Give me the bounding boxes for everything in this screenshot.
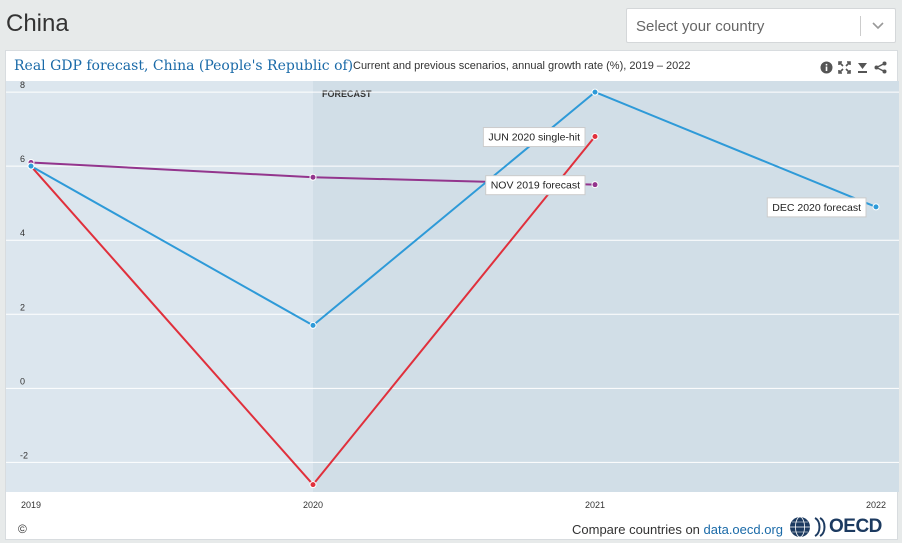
series-label: NOV 2019 forecast — [485, 175, 586, 196]
x-tick-label: 2022 — [866, 500, 886, 510]
history-band — [6, 81, 313, 492]
series-line — [30, 91, 877, 327]
share-icon[interactable] — [874, 61, 887, 74]
data-point — [309, 481, 317, 489]
x-tick-label: 2020 — [303, 500, 323, 510]
series-label-box — [485, 175, 586, 196]
oecd-mark-icon — [814, 517, 826, 537]
data-point — [309, 321, 317, 329]
globe-icon — [790, 516, 810, 538]
y-tick-label: 8 — [20, 80, 25, 90]
forecast-band — [313, 81, 899, 492]
series-label-text: DEC 2020 forecast — [772, 202, 861, 214]
data-point — [27, 162, 35, 170]
compare-countries: Compare countries on data.oecd.org — [572, 522, 783, 537]
data-point — [872, 203, 880, 211]
download-icon[interactable] — [856, 61, 869, 74]
y-tick-label: 2 — [20, 302, 25, 312]
data-point — [591, 133, 599, 141]
y-tick-label: 0 — [20, 376, 25, 386]
compare-text: Compare countries on — [572, 522, 704, 537]
oecd-logo-text: OECD — [829, 516, 882, 537]
page-title: China — [6, 10, 69, 37]
x-tick-label: 2019 — [21, 500, 41, 510]
x-tick-label: 2021 — [585, 500, 605, 510]
chart-toolbar — [820, 61, 887, 75]
series-label-box — [482, 127, 586, 148]
compare-link[interactable]: data.oecd.org — [703, 522, 784, 537]
select-separator — [860, 16, 861, 36]
series-label-box — [766, 197, 867, 218]
chevron-down-icon[interactable] — [867, 15, 889, 37]
series-label: DEC 2020 forecast — [766, 197, 867, 218]
chart-card: Real GDP forecast, China (People's Repub… — [5, 50, 899, 540]
data-point — [309, 173, 317, 181]
series-label-text: NOV 2019 forecast — [491, 180, 580, 192]
data-point — [591, 181, 599, 189]
info-icon[interactable] — [820, 61, 833, 74]
chart-plot: FORECAST 8 6 4 2 0 -2 2019 2020 2021 2022 NOV 2019 … — [6, 80, 899, 510]
oecd-logo[interactable]: OECD — [789, 516, 882, 538]
y-tick-label: 4 — [20, 228, 25, 238]
copyright-symbol: © — [18, 522, 27, 536]
y-tick-label: -2 — [20, 450, 28, 460]
country-select[interactable]: Select your country — [626, 8, 896, 43]
fullscreen-icon[interactable] — [838, 61, 851, 74]
y-tick-label: 6 — [20, 154, 25, 164]
chart-subtitle: Current and previous scenarios, annual g… — [353, 60, 691, 72]
data-point — [591, 88, 599, 96]
chart-title: Real GDP forecast, China (People's Repub… — [14, 58, 354, 74]
series-label: JUN 2020 single-hit — [482, 127, 586, 148]
country-select-placeholder: Select your country — [636, 18, 765, 35]
forecast-band-label: FORECAST — [322, 89, 372, 99]
series-label-text: JUN 2020 single-hit — [488, 132, 580, 144]
